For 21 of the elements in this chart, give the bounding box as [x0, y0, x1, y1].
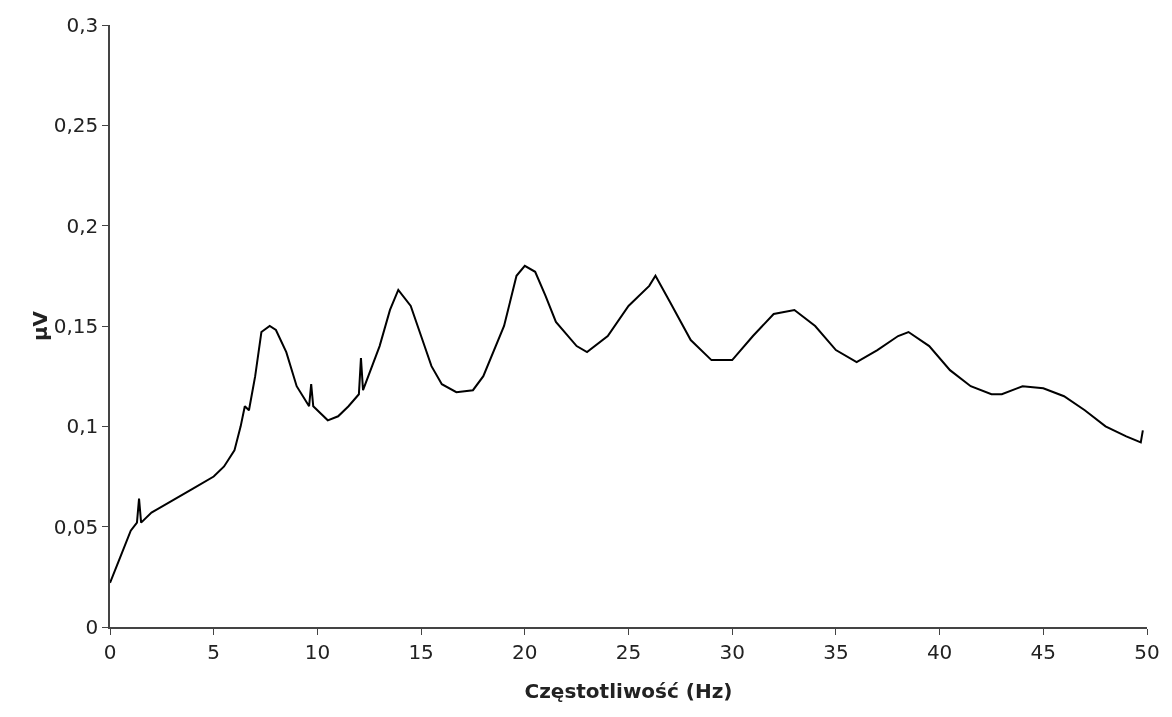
x-tick-label: 40	[926, 639, 953, 664]
x-axis-title: Częstotliwość (Hz)	[524, 678, 733, 703]
y-tick-label: 0,1	[66, 414, 99, 439]
x-tick-label: 15	[408, 639, 434, 664]
y-tick-label: 0,25	[53, 113, 99, 138]
x-tick-label: 0	[103, 639, 117, 664]
x-tick-label: 20	[512, 639, 538, 664]
x-tick-label: 5	[207, 639, 221, 664]
line-series	[110, 264, 1144, 584]
x-tick-label: 10	[304, 639, 331, 664]
x-tick-label: 30	[719, 639, 745, 664]
y-axis-title: µV	[27, 310, 52, 342]
y-tick-label: 0,15	[53, 314, 99, 338]
x-tick-label: 50	[1134, 639, 1160, 664]
x-tick-label: 25	[615, 639, 642, 664]
y-tick-label: 0,3	[66, 13, 99, 37]
x-tick-label: 35	[823, 639, 849, 664]
x-tick-label: 45	[1030, 639, 1057, 664]
y-tick-label: 0,2	[66, 213, 99, 238]
y-tick-label: 0	[85, 615, 99, 639]
y-tick-label: 0,05	[53, 514, 99, 539]
